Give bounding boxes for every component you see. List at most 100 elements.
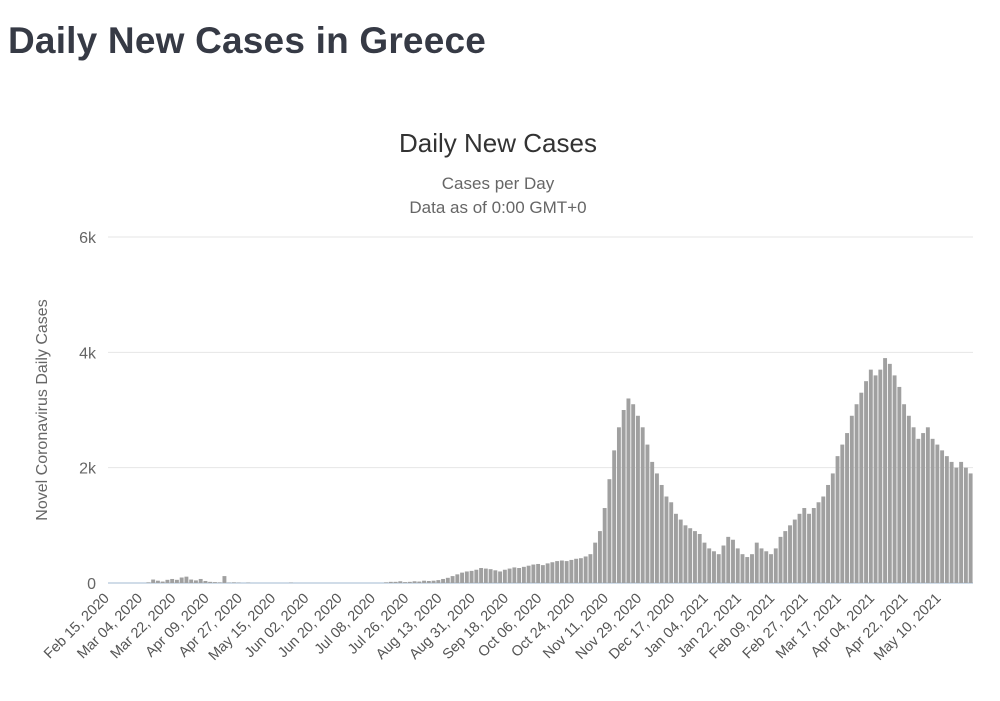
bar[interactable]: [916, 438, 921, 583]
bar[interactable]: [498, 571, 503, 583]
bar[interactable]: [621, 410, 626, 583]
bar[interactable]: [184, 576, 189, 583]
bar[interactable]: [940, 450, 945, 583]
bar[interactable]: [212, 582, 217, 583]
bar[interactable]: [179, 577, 184, 583]
bar[interactable]: [531, 564, 536, 583]
bar[interactable]: [897, 386, 902, 583]
bar[interactable]: [935, 444, 940, 583]
bar[interactable]: [835, 456, 840, 583]
bar[interactable]: [612, 450, 617, 583]
bar[interactable]: [726, 536, 731, 583]
bar[interactable]: [664, 496, 669, 584]
bar[interactable]: [864, 381, 869, 583]
bar[interactable]: [702, 542, 707, 583]
bar[interactable]: [583, 556, 588, 583]
bar[interactable]: [925, 427, 930, 583]
bar[interactable]: [512, 567, 517, 583]
bar[interactable]: [868, 369, 873, 583]
bar[interactable]: [507, 568, 512, 583]
bar[interactable]: [602, 508, 607, 583]
bar[interactable]: [569, 559, 574, 583]
bar[interactable]: [588, 554, 593, 583]
bar[interactable]: [845, 433, 849, 583]
bar[interactable]: [431, 580, 436, 583]
bar[interactable]: [788, 525, 792, 583]
bar[interactable]: [521, 566, 526, 583]
bar[interactable]: [165, 579, 170, 583]
bar[interactable]: [911, 427, 916, 583]
bar[interactable]: [731, 539, 735, 583]
bar[interactable]: [778, 536, 783, 583]
bar[interactable]: [826, 484, 830, 583]
bar[interactable]: [426, 580, 431, 583]
bar[interactable]: [412, 581, 417, 583]
bar[interactable]: [650, 461, 655, 583]
bar[interactable]: [754, 542, 759, 583]
bar[interactable]: [840, 444, 845, 583]
bar[interactable]: [968, 473, 973, 583]
bar[interactable]: [217, 582, 222, 583]
bar[interactable]: [816, 502, 821, 583]
bar[interactable]: [174, 579, 179, 583]
bar[interactable]: [474, 569, 479, 583]
bar[interactable]: [674, 513, 678, 583]
bar[interactable]: [146, 582, 151, 583]
bar[interactable]: [464, 571, 469, 583]
bar[interactable]: [574, 558, 579, 583]
bar[interactable]: [930, 438, 935, 583]
bar[interactable]: [821, 496, 826, 584]
bar[interactable]: [545, 563, 550, 583]
bar[interactable]: [716, 554, 721, 583]
bar[interactable]: [189, 579, 194, 583]
bar[interactable]: [593, 542, 598, 583]
bar[interactable]: [469, 570, 474, 583]
bar[interactable]: [517, 568, 522, 583]
bar[interactable]: [878, 369, 883, 583]
bar[interactable]: [631, 404, 636, 583]
bar[interactable]: [707, 548, 712, 583]
bar[interactable]: [792, 519, 797, 583]
bar[interactable]: [407, 581, 412, 583]
bar[interactable]: [830, 473, 835, 583]
bar[interactable]: [597, 531, 602, 583]
bar[interactable]: [578, 558, 583, 583]
bar[interactable]: [693, 531, 697, 583]
bar[interactable]: [645, 444, 650, 583]
bar[interactable]: [963, 467, 968, 583]
bar[interactable]: [669, 502, 674, 583]
bar[interactable]: [654, 473, 659, 583]
bar[interactable]: [540, 565, 545, 583]
bar[interactable]: [721, 545, 726, 583]
bar[interactable]: [564, 561, 569, 583]
bar[interactable]: [697, 533, 702, 583]
bar[interactable]: [735, 548, 740, 583]
bar[interactable]: [388, 581, 393, 583]
bar[interactable]: [493, 570, 498, 583]
bar[interactable]: [944, 456, 949, 583]
bar[interactable]: [712, 551, 716, 583]
bar[interactable]: [193, 580, 198, 583]
bar[interactable]: [455, 574, 460, 583]
bar[interactable]: [921, 433, 926, 583]
bar[interactable]: [854, 404, 859, 583]
bar[interactable]: [887, 363, 892, 583]
bar[interactable]: [526, 565, 531, 583]
bar[interactable]: [536, 563, 541, 583]
bar[interactable]: [783, 531, 788, 583]
bar[interactable]: [616, 427, 621, 583]
bar[interactable]: [659, 484, 664, 583]
bar[interactable]: [422, 580, 427, 583]
bar[interactable]: [811, 508, 816, 583]
bar[interactable]: [436, 580, 441, 583]
bar[interactable]: [198, 578, 203, 583]
bar[interactable]: [222, 576, 227, 583]
bar[interactable]: [384, 582, 388, 583]
bar[interactable]: [232, 582, 236, 583]
bar[interactable]: [640, 427, 645, 583]
bar[interactable]: [906, 415, 911, 583]
bar[interactable]: [208, 581, 213, 583]
bar[interactable]: [203, 580, 208, 583]
bar[interactable]: [773, 548, 778, 583]
bar[interactable]: [959, 461, 964, 583]
